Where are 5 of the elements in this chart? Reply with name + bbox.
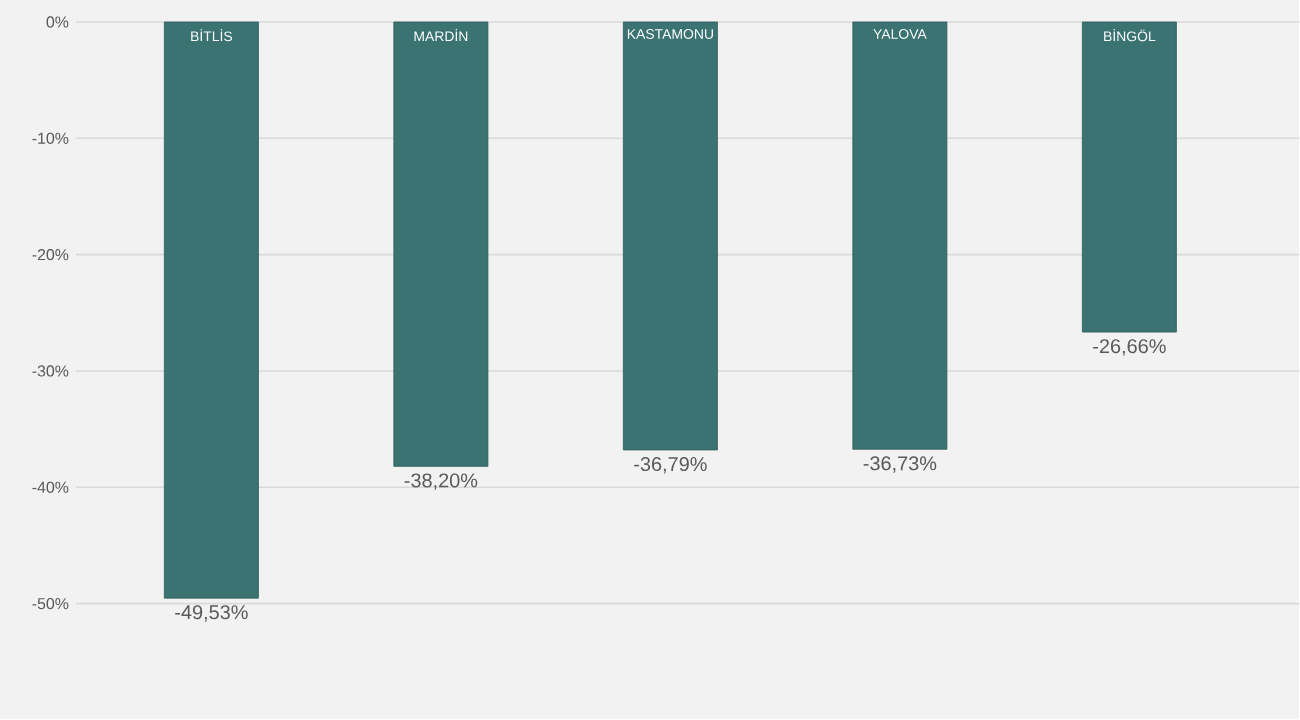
data-label: -49,53%: [175, 605, 248, 622]
data-label: -38,20%: [404, 473, 478, 491]
data-label: -36,79%: [634, 457, 707, 474]
data-label: -26,66%: [1093, 339, 1166, 356]
data-label: -36,73%: [863, 456, 937, 473]
